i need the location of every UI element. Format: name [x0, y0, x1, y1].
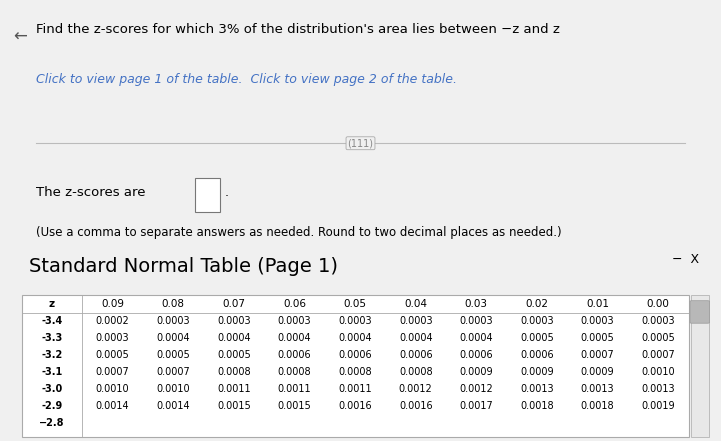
Text: 0.0004: 0.0004 [338, 333, 372, 343]
Text: 0.05: 0.05 [344, 299, 366, 309]
Text: −  X: − X [672, 253, 699, 266]
Text: 0.0004: 0.0004 [459, 333, 493, 343]
Text: 0.0010: 0.0010 [96, 385, 129, 394]
Text: 0.0005: 0.0005 [217, 350, 251, 360]
Text: 0.0014: 0.0014 [156, 401, 190, 411]
Text: 0.0007: 0.0007 [156, 367, 190, 377]
Text: 0.0004: 0.0004 [399, 333, 433, 343]
Text: 0.07: 0.07 [222, 299, 245, 309]
Text: 0.0005: 0.0005 [642, 333, 675, 343]
Text: 0.0003: 0.0003 [581, 316, 614, 326]
Text: 0.0008: 0.0008 [338, 367, 372, 377]
Text: −2.8: −2.8 [39, 419, 65, 429]
Text: 0.0017: 0.0017 [459, 401, 493, 411]
Text: 0.0006: 0.0006 [338, 350, 372, 360]
Text: 0.0012: 0.0012 [459, 385, 493, 394]
Text: 0.0006: 0.0006 [399, 350, 433, 360]
Text: 0.0011: 0.0011 [278, 385, 311, 394]
Text: z: z [49, 299, 55, 309]
Text: 0.0006: 0.0006 [459, 350, 493, 360]
Text: -3.2: -3.2 [41, 350, 63, 360]
Text: 0.0008: 0.0008 [278, 367, 311, 377]
Text: 0.0004: 0.0004 [156, 333, 190, 343]
Text: Standard Normal Table (Page 1): Standard Normal Table (Page 1) [29, 257, 338, 276]
Text: 0.0004: 0.0004 [217, 333, 251, 343]
Text: 0.0003: 0.0003 [156, 316, 190, 326]
FancyBboxPatch shape [691, 295, 709, 437]
Text: 0.0011: 0.0011 [217, 385, 251, 394]
Text: 0.08: 0.08 [162, 299, 185, 309]
Text: ←: ← [13, 28, 27, 46]
Text: Find the z-scores for which 3% of the distribution's area lies between −z and z: Find the z-scores for which 3% of the di… [36, 23, 560, 36]
Text: 0.03: 0.03 [465, 299, 488, 309]
Text: 0.0016: 0.0016 [399, 401, 433, 411]
Text: 0.06: 0.06 [283, 299, 306, 309]
Text: -2.9: -2.9 [41, 401, 63, 411]
Text: The z-scores are: The z-scores are [36, 186, 150, 199]
Text: 0.01: 0.01 [586, 299, 609, 309]
Text: 0.0006: 0.0006 [278, 350, 311, 360]
Text: 0.0008: 0.0008 [399, 367, 433, 377]
Text: 0.0014: 0.0014 [96, 401, 129, 411]
Text: 0.0012: 0.0012 [399, 385, 433, 394]
Text: 0.0013: 0.0013 [581, 385, 614, 394]
Text: 0.0003: 0.0003 [217, 316, 251, 326]
Text: 0.0018: 0.0018 [581, 401, 614, 411]
Text: 0.0005: 0.0005 [96, 350, 130, 360]
Text: 0.0003: 0.0003 [338, 316, 372, 326]
Text: 0.04: 0.04 [404, 299, 428, 309]
Text: 0.0003: 0.0003 [642, 316, 675, 326]
Text: 0.02: 0.02 [526, 299, 549, 309]
Text: 0.0009: 0.0009 [459, 367, 493, 377]
Text: 0.0003: 0.0003 [278, 316, 311, 326]
Text: -3.0: -3.0 [41, 385, 63, 394]
Text: 0.00: 0.00 [647, 299, 670, 309]
FancyBboxPatch shape [22, 295, 689, 437]
Text: -3.1: -3.1 [41, 367, 63, 377]
Text: 0.0009: 0.0009 [581, 367, 614, 377]
Text: 0.0009: 0.0009 [520, 367, 554, 377]
Text: 0.0015: 0.0015 [217, 401, 251, 411]
Text: (Use a comma to separate answers as needed. Round to two decimal places as neede: (Use a comma to separate answers as need… [36, 226, 562, 239]
Text: 0.0018: 0.0018 [520, 401, 554, 411]
Text: Click to view page 1 of the table.  Click to view page 2 of the table.: Click to view page 1 of the table. Click… [36, 72, 457, 86]
Text: 0.0010: 0.0010 [642, 367, 675, 377]
Text: -3.3: -3.3 [41, 333, 63, 343]
Text: 0.0008: 0.0008 [217, 367, 251, 377]
Text: 0.0004: 0.0004 [278, 333, 311, 343]
Text: 0.0005: 0.0005 [156, 350, 190, 360]
FancyBboxPatch shape [195, 178, 220, 213]
Text: 0.0003: 0.0003 [459, 316, 493, 326]
Text: 0.0015: 0.0015 [278, 401, 311, 411]
Text: 0.0016: 0.0016 [338, 401, 372, 411]
Text: 0.0019: 0.0019 [642, 401, 675, 411]
Text: 0.0006: 0.0006 [520, 350, 554, 360]
Text: 0.09: 0.09 [101, 299, 124, 309]
Text: .: . [225, 186, 229, 199]
Text: 0.0007: 0.0007 [96, 367, 130, 377]
Text: 0.0002: 0.0002 [96, 316, 130, 326]
Text: 0.0013: 0.0013 [520, 385, 554, 394]
Text: 0.0005: 0.0005 [520, 333, 554, 343]
Text: 0.0003: 0.0003 [96, 333, 129, 343]
Text: 0.0003: 0.0003 [520, 316, 554, 326]
Text: 0.0013: 0.0013 [642, 385, 675, 394]
Text: (111): (111) [348, 138, 373, 148]
Text: 0.0003: 0.0003 [399, 316, 433, 326]
Text: 0.0005: 0.0005 [580, 333, 614, 343]
Text: 0.0007: 0.0007 [580, 350, 614, 360]
Text: 0.0011: 0.0011 [338, 385, 372, 394]
FancyBboxPatch shape [690, 301, 709, 323]
Text: 0.0010: 0.0010 [156, 385, 190, 394]
Text: -3.4: -3.4 [41, 316, 63, 326]
Text: 0.0007: 0.0007 [642, 350, 675, 360]
